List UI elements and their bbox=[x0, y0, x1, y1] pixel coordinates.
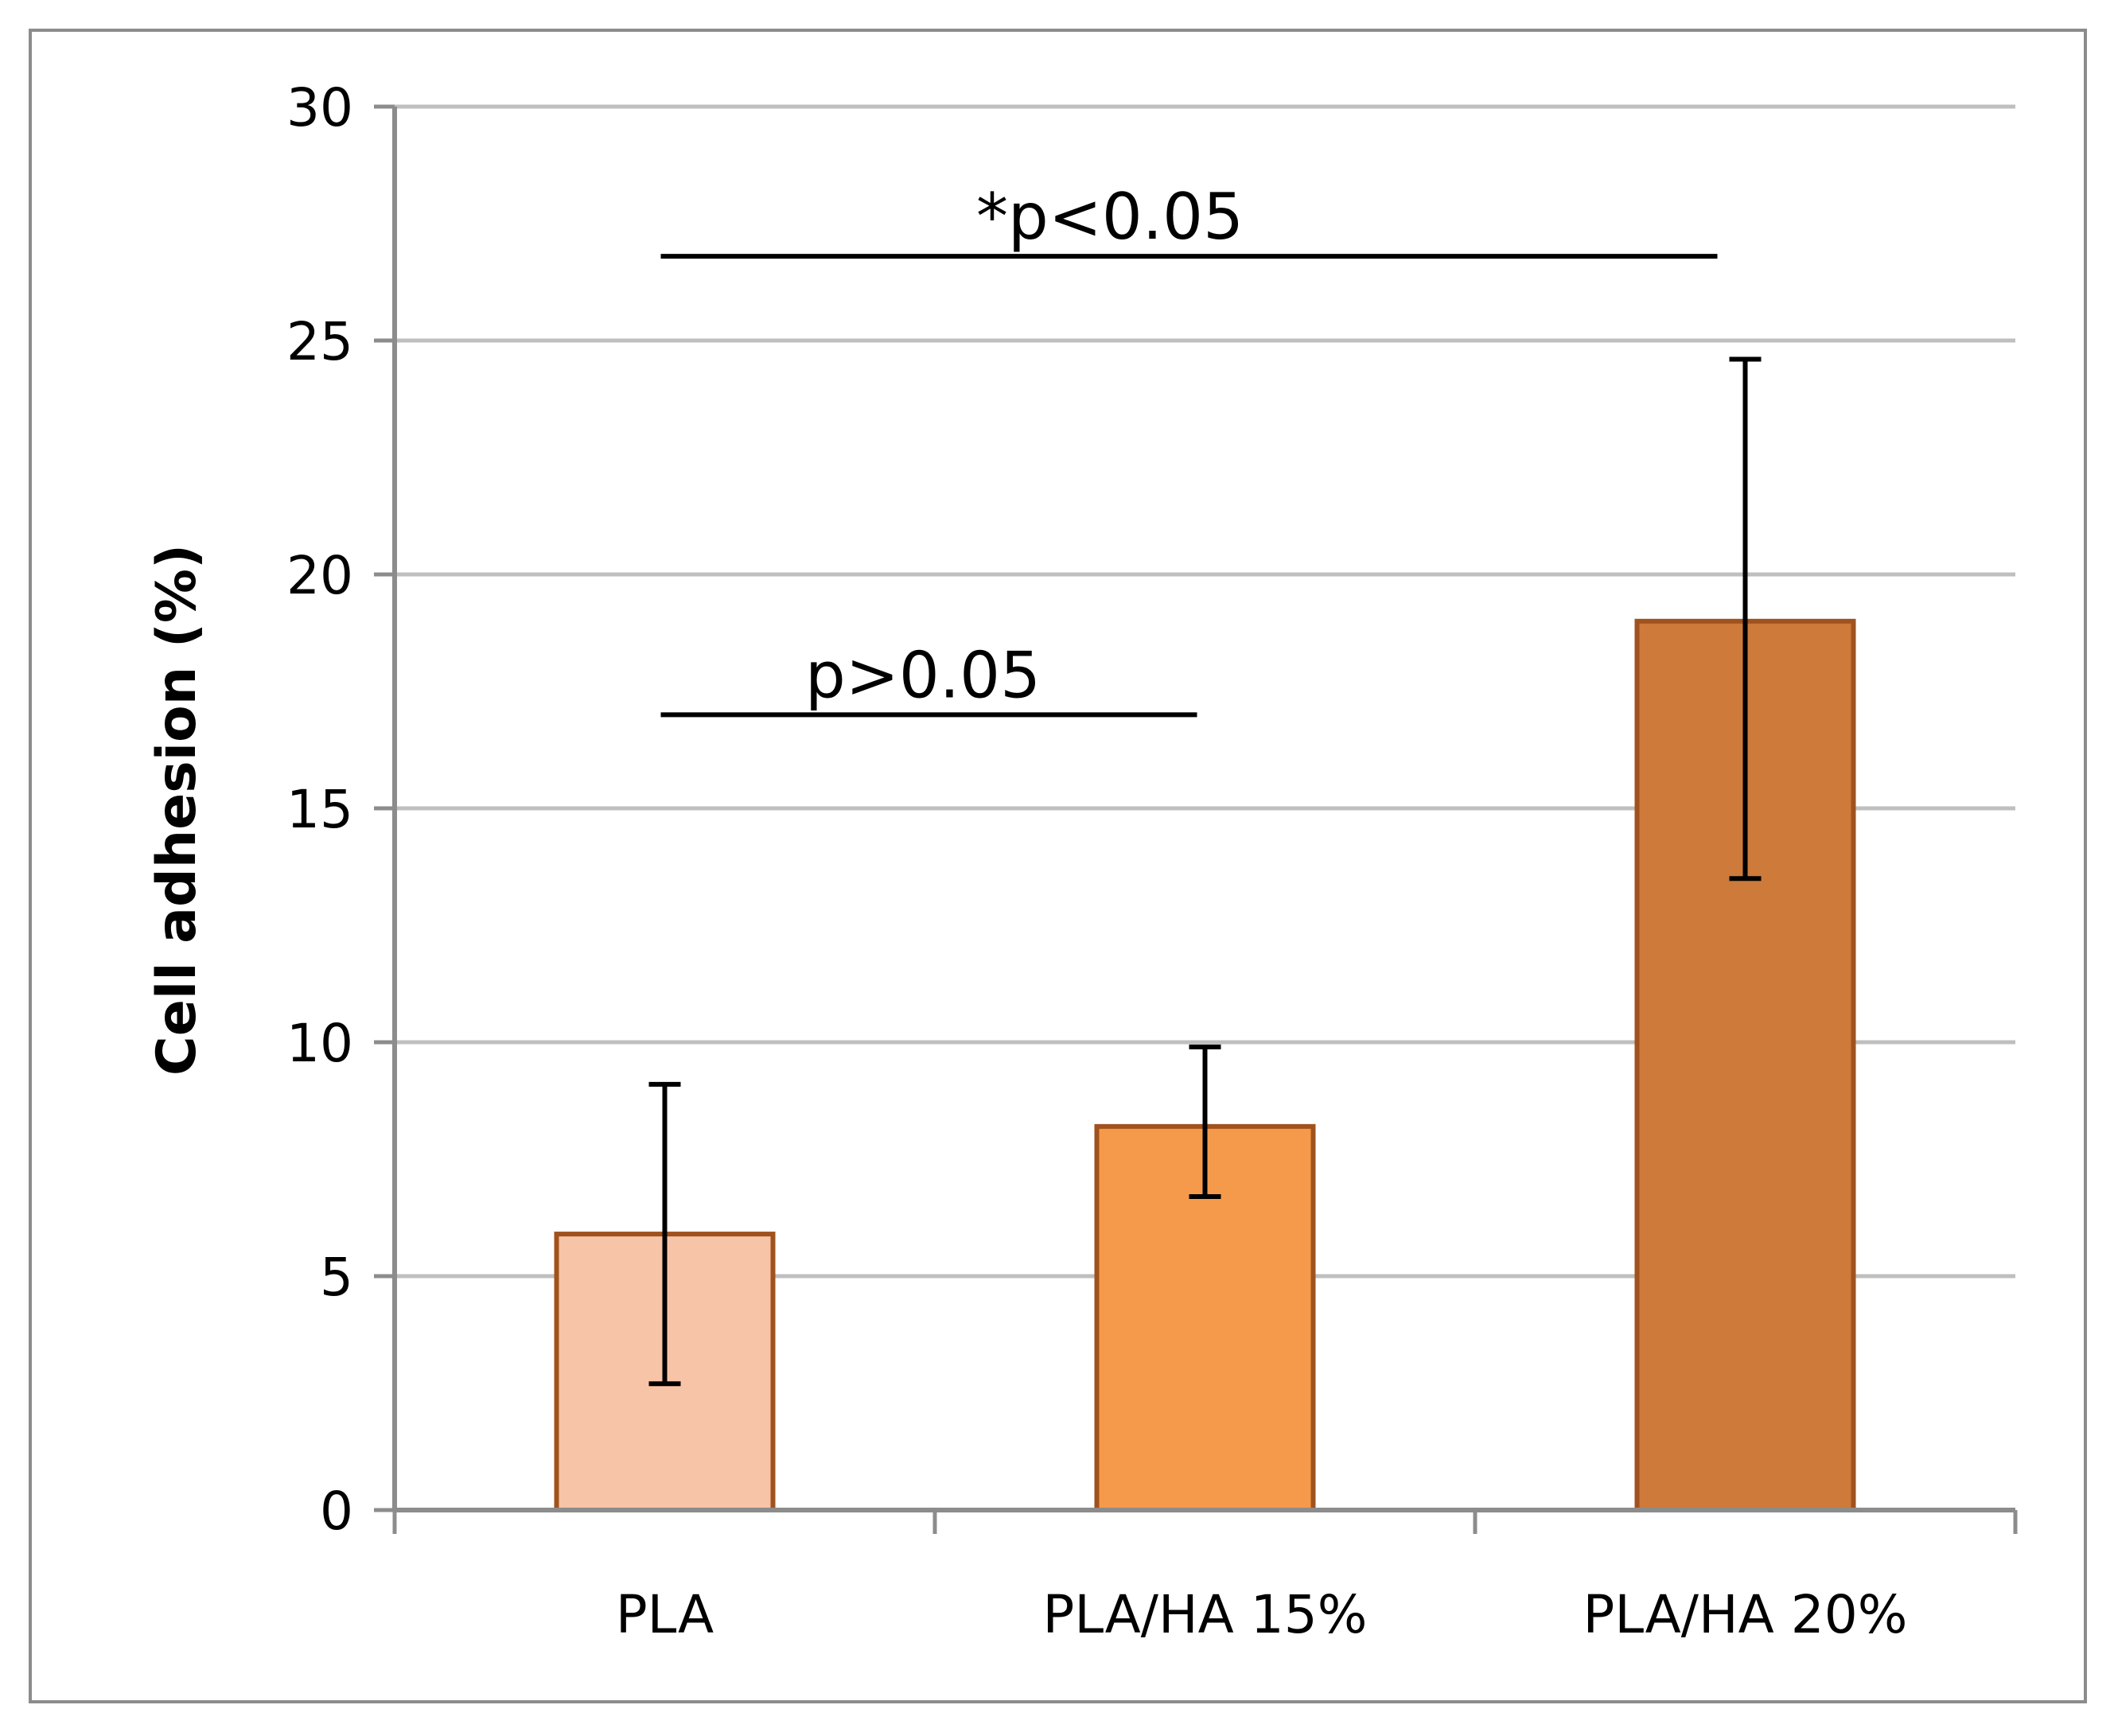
annotations: *p<0.05 p>0.05 bbox=[660, 180, 1718, 718]
error-bars bbox=[648, 356, 1762, 1387]
x-tick-label: PLA/HA 15% bbox=[1043, 1584, 1368, 1645]
y-tick-label: 10 bbox=[286, 1013, 353, 1074]
y-tick-label: 15 bbox=[286, 779, 353, 840]
significance-label: *p<0.05 bbox=[976, 180, 1244, 254]
axes: 0 5 10 15 20 25 30 PLA PLA/HA 15% PLA/HA 20% bbox=[286, 77, 2018, 1645]
y-tick-label: 25 bbox=[286, 311, 353, 372]
y-tick-label: 30 bbox=[286, 77, 353, 138]
y-tick-label: 0 bbox=[320, 1481, 353, 1542]
x-tick-label: PLA bbox=[616, 1584, 714, 1645]
significance-label: p>0.05 bbox=[805, 638, 1041, 712]
y-tick-label: 20 bbox=[286, 545, 353, 606]
y-axis-title: Cell adhesion (%) bbox=[146, 544, 208, 1076]
y-tick-label: 5 bbox=[320, 1247, 353, 1308]
x-tick-label: PLA/HA 20% bbox=[1583, 1584, 1908, 1645]
